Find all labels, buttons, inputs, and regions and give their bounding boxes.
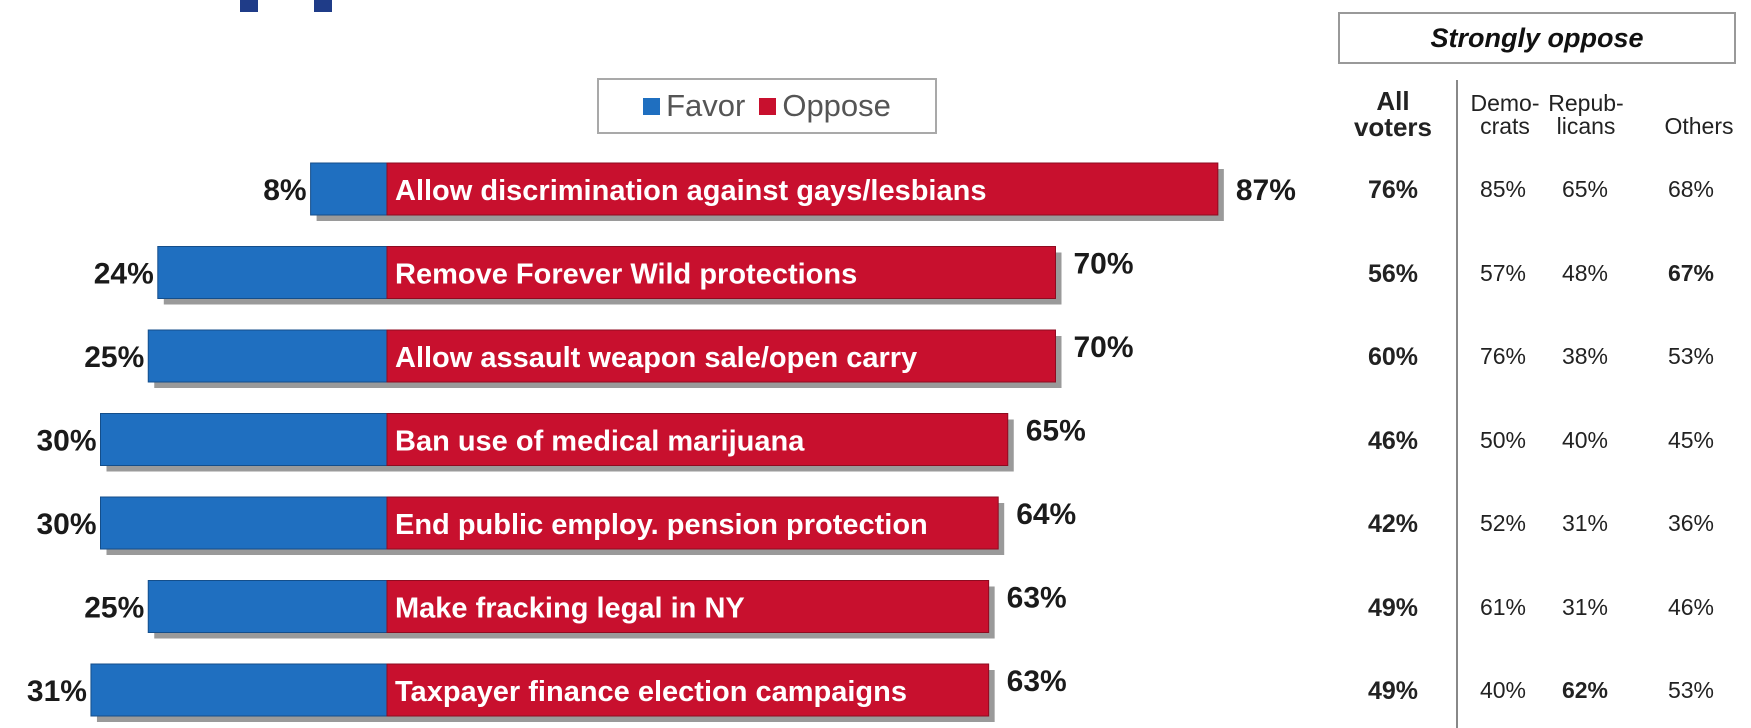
table-cell: 52% — [1479, 510, 1527, 536]
category-label: Ban use of medical marijuana — [395, 426, 805, 458]
diverging-bar-chart: Allow discrimination against gays/lesbia… — [27, 162, 1296, 722]
category-label: Allow assault weapon sale/open carry — [395, 342, 917, 374]
favor-swatch — [643, 97, 661, 115]
cell-all-voters: 42% — [1367, 510, 1419, 538]
table-cell: 46% — [1667, 593, 1715, 620]
oppose-value-label: 70% — [1074, 331, 1134, 364]
table-cell: 61% — [1479, 593, 1527, 620]
table-cell: 85% — [1479, 176, 1527, 202]
bar-favor — [100, 413, 388, 466]
table-cell: 36% — [1667, 510, 1715, 536]
table-cell: 67% — [1667, 259, 1715, 286]
bar-favor — [147, 329, 388, 383]
strongly-oppose-header: Strongly oppose — [1338, 12, 1736, 64]
category-label: Allow discrimination against gays/lesbia… — [395, 175, 986, 207]
bar-favor — [100, 496, 388, 550]
legend-label-oppose: Oppose — [782, 88, 891, 123]
col-head-dem-line2: crats — [1480, 113, 1530, 139]
chart-legend: Favor Oppose — [597, 78, 937, 134]
table-divider — [1456, 80, 1458, 728]
category-label: Make fracking legal in NY — [395, 593, 745, 625]
favor-value-label: 25% — [84, 341, 144, 374]
table-cell: 53% — [1667, 677, 1715, 703]
col-head-others: Others — [1649, 92, 1749, 138]
oppose-value-label: 63% — [1007, 582, 1067, 615]
cell-all-voters: 60% — [1367, 343, 1419, 371]
col-head-dem-line1: Demo- — [1470, 90, 1540, 116]
bar-favor — [157, 246, 388, 299]
table-cell: 31% — [1561, 510, 1609, 536]
col-head-oth-line1 — [1649, 92, 1749, 115]
col-head-all-voters: All voters — [1328, 88, 1458, 140]
bar-oppose — [386, 580, 990, 633]
bar-oppose — [386, 162, 1219, 216]
favor-value-label: 31% — [27, 675, 87, 708]
col-head-oth-line2: Others — [1664, 113, 1734, 139]
col-head-democrats: Demo- crats — [1460, 92, 1550, 138]
bar-favor — [90, 663, 388, 717]
bar-oppose — [386, 329, 1056, 383]
table-cell: 57% — [1479, 259, 1527, 286]
oppose-value-label: 65% — [1026, 415, 1086, 448]
table-cell: 68% — [1667, 176, 1715, 202]
table-cell: 48% — [1561, 259, 1609, 286]
oppose-value-label: 63% — [1007, 665, 1067, 698]
col-head-rep-line1: Repub- — [1548, 90, 1624, 116]
oppose-swatch — [759, 97, 777, 115]
cell-all-voters: 76% — [1367, 176, 1419, 204]
favor-value-label: 30% — [36, 425, 96, 458]
favor-value-label: 30% — [36, 508, 96, 541]
col-head-all-line2: voters — [1353, 112, 1433, 142]
oppose-value-label: 70% — [1074, 248, 1134, 281]
favor-value-label: 8% — [263, 174, 306, 207]
table-cell: 38% — [1561, 343, 1609, 369]
oppose-value-label: 87% — [1236, 174, 1296, 207]
bar-oppose — [386, 413, 1009, 466]
legend-item-favor: Favor — [643, 88, 745, 124]
legend-label-favor: Favor — [666, 88, 746, 123]
cell-all-voters: 49% — [1367, 677, 1419, 705]
favor-value-label: 25% — [84, 592, 144, 625]
table-cell: 40% — [1561, 426, 1609, 453]
title-fragment — [240, 0, 332, 12]
bar-favor — [147, 580, 388, 633]
table-cell: 31% — [1561, 593, 1609, 620]
bar-oppose — [386, 246, 1056, 299]
bar-oppose — [386, 496, 999, 550]
bar-favor — [310, 162, 388, 216]
table-cell: 45% — [1667, 426, 1715, 453]
category-label: Taxpayer finance election campaigns — [395, 676, 907, 708]
cell-all-voters: 56% — [1367, 259, 1419, 288]
bar-oppose — [386, 663, 990, 717]
table-cell: 76% — [1479, 343, 1527, 369]
favor-value-label: 24% — [94, 258, 154, 291]
col-head-all-line1: All — [1376, 86, 1410, 116]
col-head-rep-line2: licans — [1556, 113, 1616, 139]
category-label: End public employ. pension protection — [395, 509, 928, 541]
table-cell: 65% — [1561, 176, 1609, 202]
cell-all-voters: 46% — [1367, 426, 1419, 455]
table-cell: 53% — [1667, 343, 1715, 369]
table-cell: 62% — [1561, 677, 1609, 703]
table-cell: 50% — [1479, 426, 1527, 453]
col-head-republicans: Repub- licans — [1541, 92, 1631, 138]
cell-all-voters: 49% — [1367, 593, 1419, 622]
table-cell: 40% — [1479, 677, 1527, 703]
legend-item-oppose: Oppose — [759, 88, 891, 124]
oppose-value-label: 64% — [1016, 498, 1076, 531]
category-label: Remove Forever Wild protections — [395, 259, 857, 291]
